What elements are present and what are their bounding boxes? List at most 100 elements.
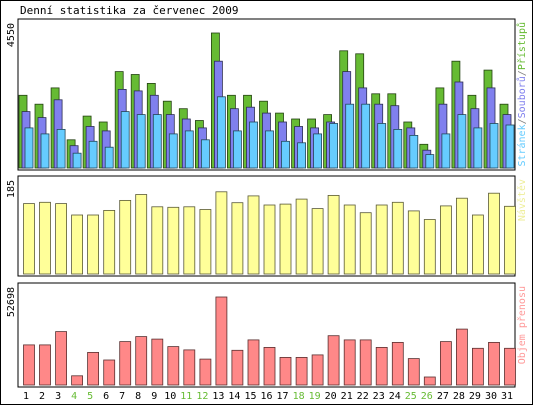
bar <box>119 341 132 386</box>
bar <box>135 336 148 386</box>
bar <box>375 204 388 275</box>
series-objem přenosu <box>23 296 516 386</box>
x-tick-label: 28 <box>453 391 465 402</box>
bar <box>295 356 308 386</box>
bar <box>199 358 212 386</box>
panel-objem: 52698 Objem přenosu <box>6 282 528 388</box>
bar <box>23 344 35 386</box>
x-tick-label: 31 <box>501 391 513 402</box>
bar <box>247 195 260 275</box>
bar <box>295 198 308 275</box>
bar <box>87 351 99 386</box>
x-tick-label: 5 <box>87 391 93 402</box>
x-tick-label: 23 <box>373 391 385 402</box>
x-tick-label: 15 <box>244 391 256 402</box>
x-tick-label: 7 <box>119 391 125 402</box>
x-tick-label: 25 <box>405 391 417 402</box>
bar <box>231 202 244 275</box>
bar <box>407 210 420 275</box>
bar <box>297 142 307 169</box>
x-tick-label: 22 <box>357 391 369 402</box>
bar <box>151 338 164 386</box>
bar <box>393 128 403 169</box>
bar <box>504 205 516 275</box>
x-tick-label: 20 <box>325 391 337 402</box>
bar <box>24 127 34 169</box>
bar <box>455 328 468 386</box>
bar <box>200 139 210 169</box>
x-tick-label: 26 <box>421 391 433 402</box>
x-tick-label: 11 <box>180 391 192 402</box>
bar <box>183 349 196 386</box>
bar <box>184 130 194 169</box>
legend: Stránek/Souborů/Přístupů <box>516 22 528 167</box>
bar <box>55 203 67 275</box>
bar <box>423 219 436 275</box>
x-axis-day-labels: 1 2 3 4 5 6 7 8 9 10 11 12 13 14 15 16 17 18 19 20 21 22 23 24 2… <box>23 391 513 402</box>
bar <box>425 154 435 169</box>
bar <box>72 152 82 169</box>
bar <box>489 123 499 169</box>
bar <box>279 356 292 386</box>
panel-navstevy: 185 Návštěv <box>6 175 528 277</box>
x-tick-label: 3 <box>55 391 61 402</box>
bar <box>39 201 51 275</box>
bar <box>55 331 67 386</box>
x-tick-label: 17 <box>276 391 288 402</box>
bar <box>279 203 292 275</box>
bar <box>71 214 83 275</box>
bar <box>343 204 356 275</box>
bar <box>409 134 419 169</box>
bar <box>135 194 148 275</box>
bar <box>215 296 228 386</box>
bar <box>359 339 372 386</box>
bar <box>199 209 212 275</box>
legend-entry: Stránek <box>516 124 528 166</box>
bar <box>329 123 339 169</box>
bar <box>167 346 180 386</box>
x-tick-label: 10 <box>164 391 176 402</box>
bar <box>311 354 324 386</box>
bar <box>281 140 290 169</box>
bar <box>391 341 404 386</box>
bar <box>504 347 516 386</box>
bar <box>439 205 452 275</box>
bar <box>473 127 483 169</box>
bar <box>505 124 515 169</box>
series-návštěv <box>23 191 516 275</box>
x-tick-label: 9 <box>151 391 157 402</box>
x-tick-label: 21 <box>341 391 353 402</box>
y-max-label: 185 <box>6 180 17 198</box>
bar <box>39 344 51 386</box>
legend-entry: / <box>517 70 528 76</box>
bar <box>168 133 178 169</box>
bar <box>327 194 340 275</box>
bar <box>119 199 132 275</box>
x-tick-label: 18 <box>293 391 305 402</box>
bar <box>343 339 356 386</box>
bar <box>375 346 388 386</box>
bar <box>311 208 324 275</box>
bar <box>455 197 468 275</box>
legend: Návštěv <box>516 179 528 221</box>
bar <box>87 214 99 275</box>
x-tick-label: 29 <box>469 391 481 402</box>
legend-entry: Objem přenosu <box>516 286 528 364</box>
bar <box>231 349 244 386</box>
bar <box>361 103 371 169</box>
bar <box>216 96 226 169</box>
bar <box>183 206 196 275</box>
bar <box>103 209 116 275</box>
bar <box>71 375 83 386</box>
bar <box>359 212 372 275</box>
chart-title: Denní statistika za červenec 2009 <box>20 4 239 17</box>
bar <box>120 111 130 169</box>
legend-entry: / <box>517 118 528 124</box>
legend-entry: Souborů <box>516 76 528 118</box>
bar <box>488 341 500 386</box>
x-tick-label: 14 <box>228 391 240 402</box>
bar <box>249 121 258 169</box>
x-tick-label: 24 <box>389 391 401 402</box>
